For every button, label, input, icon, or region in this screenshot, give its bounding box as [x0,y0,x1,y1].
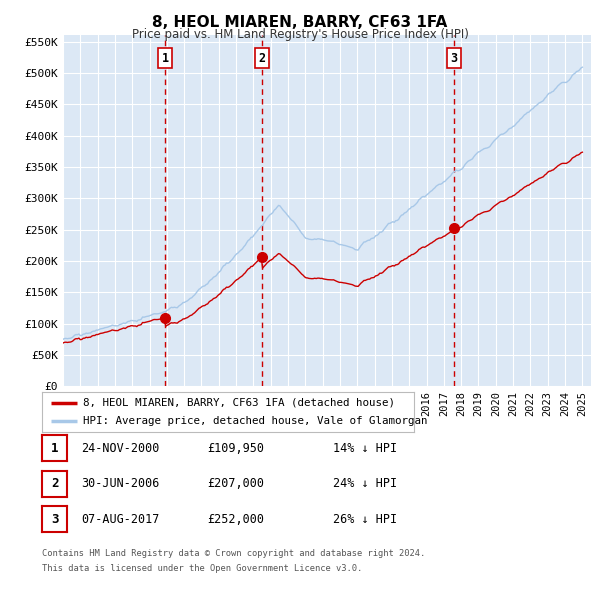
Text: 2: 2 [51,477,58,490]
Text: £207,000: £207,000 [207,477,264,490]
Text: HPI: Average price, detached house, Vale of Glamorgan: HPI: Average price, detached house, Vale… [83,416,427,426]
Text: 07-AUG-2017: 07-AUG-2017 [81,513,160,526]
Text: £252,000: £252,000 [207,513,264,526]
Text: 1: 1 [161,52,169,65]
Text: 2: 2 [259,52,266,65]
Text: £109,950: £109,950 [207,442,264,455]
Text: 24-NOV-2000: 24-NOV-2000 [81,442,160,455]
Text: 14% ↓ HPI: 14% ↓ HPI [333,442,397,455]
Text: 8, HEOL MIAREN, BARRY, CF63 1FA: 8, HEOL MIAREN, BARRY, CF63 1FA [152,15,448,30]
Text: This data is licensed under the Open Government Licence v3.0.: This data is licensed under the Open Gov… [42,565,362,573]
Text: 24% ↓ HPI: 24% ↓ HPI [333,477,397,490]
Text: 3: 3 [451,52,458,65]
Text: 3: 3 [51,513,58,526]
Text: Contains HM Land Registry data © Crown copyright and database right 2024.: Contains HM Land Registry data © Crown c… [42,549,425,558]
Text: 26% ↓ HPI: 26% ↓ HPI [333,513,397,526]
Text: 1: 1 [51,442,58,455]
Text: 30-JUN-2006: 30-JUN-2006 [81,477,160,490]
Text: Price paid vs. HM Land Registry's House Price Index (HPI): Price paid vs. HM Land Registry's House … [131,28,469,41]
Text: 8, HEOL MIAREN, BARRY, CF63 1FA (detached house): 8, HEOL MIAREN, BARRY, CF63 1FA (detache… [83,398,395,408]
